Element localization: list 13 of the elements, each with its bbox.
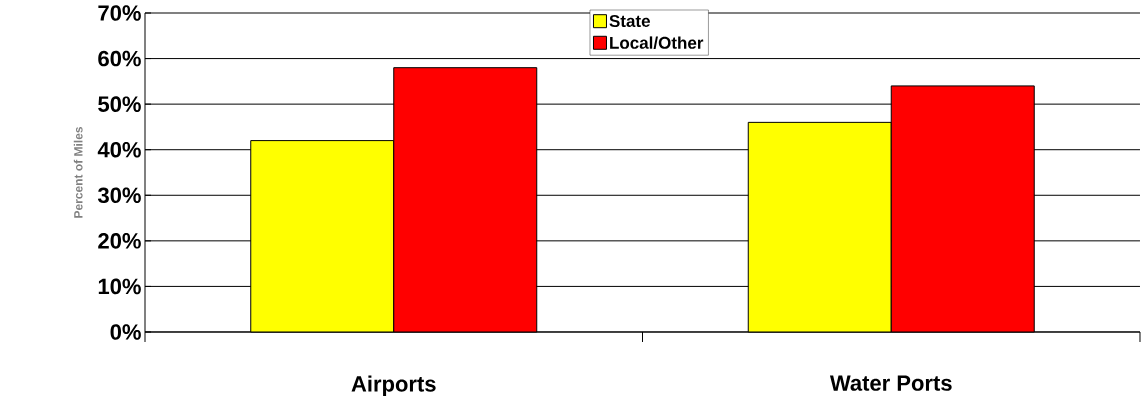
x-tick-label: Water Ports [829,375,952,391]
y-tick-label: 50% [98,96,141,112]
y-tick-label: 20% [98,233,141,249]
y-tick-label: 40% [97,141,141,158]
x-tick-label: Airports [351,375,436,397]
y-axis-title: Percent of Miles [73,126,83,218]
legend-label: Local/Other [610,36,704,50]
y-tick-label: 60% [98,50,141,67]
y-tick-label: 10% [98,278,141,295]
y-tick-label: 70% [98,5,141,21]
legend-label: State [609,15,650,28]
y-tick-label: 30% [97,187,141,204]
y-tick-label: 0% [110,324,141,340]
